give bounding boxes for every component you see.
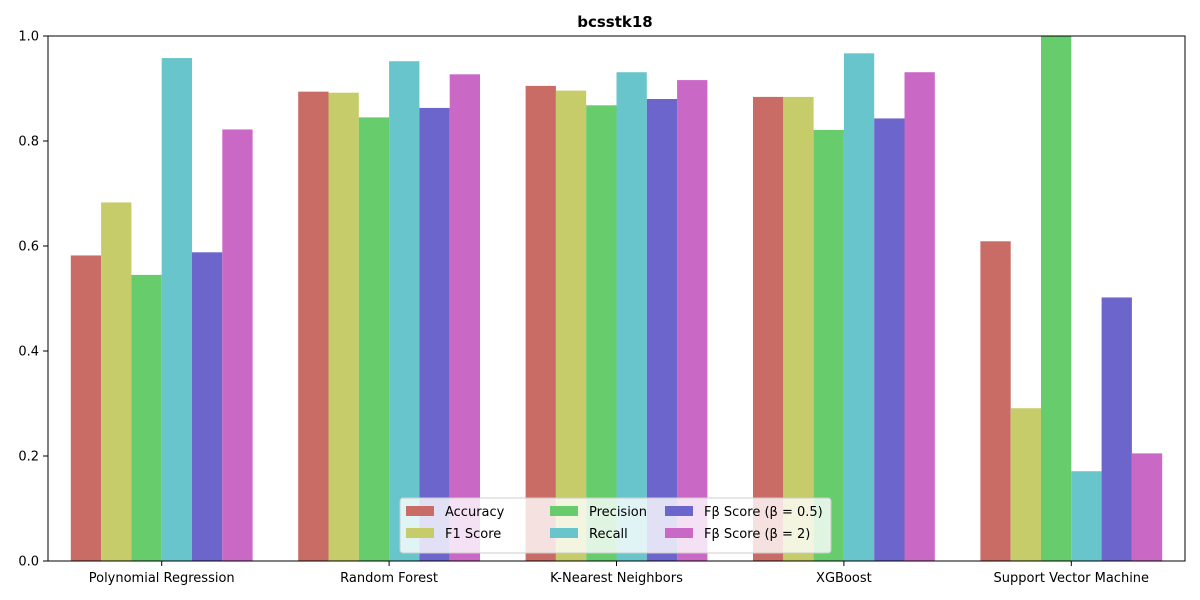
legend: Accuracy F1 Score Precision Recall Fβ Score … bbox=[399, 497, 832, 554]
bar-random-forest-1 bbox=[328, 92, 359, 561]
bar-random-forest-2 bbox=[358, 117, 390, 562]
chart-title: bcsstk18 bbox=[577, 13, 653, 31]
y-tick-label: 0.8 bbox=[18, 135, 39, 150]
bar-k-nearest-neighbors-5 bbox=[677, 80, 708, 561]
bar-support-vector-machine-1 bbox=[1010, 408, 1041, 561]
bar-xgboost-4 bbox=[874, 118, 905, 562]
bar-k-nearest-neighbors-0 bbox=[525, 85, 556, 562]
bar-random-forest-0 bbox=[298, 91, 329, 562]
x-tick-label: Polynomial Regression bbox=[89, 571, 235, 586]
bar-random-forest-5 bbox=[449, 74, 480, 561]
y-tick-label: 0.0 bbox=[18, 555, 39, 570]
legend-swatch bbox=[406, 528, 434, 538]
legend-label: Fβ Score (β = 0.5) bbox=[704, 505, 823, 520]
bar-support-vector-machine-0 bbox=[980, 241, 1011, 561]
y-tick-label: 0.6 bbox=[18, 240, 39, 255]
y-axis: 0.0 0.2 0.4 0.6 0.8 1.0 bbox=[18, 30, 48, 570]
y-tick-label: 1.0 bbox=[18, 30, 39, 45]
legend-box bbox=[399, 497, 832, 554]
bar-xgboost-3 bbox=[843, 53, 875, 561]
bar-xgboost-1 bbox=[783, 96, 814, 562]
legend-swatch bbox=[665, 506, 693, 516]
bar-support-vector-machine-4 bbox=[1101, 297, 1132, 561]
y-tick-label: 0.4 bbox=[18, 345, 39, 360]
bar-random-forest-3 bbox=[389, 61, 420, 561]
legend-label: F1 Score bbox=[445, 527, 501, 542]
bar-support-vector-machine-3 bbox=[1071, 471, 1102, 561]
bar-polynomial-regression-0 bbox=[70, 255, 102, 561]
bar-support-vector-machine-2 bbox=[1041, 36, 1072, 561]
bar-polynomial-regression-5 bbox=[222, 129, 253, 561]
legend-label: Precision bbox=[589, 505, 647, 520]
bar-xgboost-0 bbox=[753, 96, 784, 562]
bar-xgboost-2 bbox=[813, 129, 844, 562]
y-tick-label: 0.2 bbox=[18, 450, 39, 465]
x-tick-label: Support Vector Machine bbox=[994, 571, 1150, 586]
bar-k-nearest-neighbors-4 bbox=[646, 99, 678, 561]
bars-group bbox=[70, 36, 1163, 562]
bar-k-nearest-neighbors-2 bbox=[586, 105, 617, 562]
bar-xgboost-5 bbox=[904, 72, 935, 561]
bar-support-vector-machine-5 bbox=[1131, 453, 1163, 562]
bar-random-forest-4 bbox=[419, 107, 450, 562]
bar-k-nearest-neighbors-3 bbox=[616, 72, 647, 561]
bar-polynomial-regression-1 bbox=[101, 202, 132, 562]
legend-swatch bbox=[406, 506, 434, 516]
x-tick-label: K-Nearest Neighbors bbox=[550, 571, 683, 586]
legend-swatch bbox=[550, 528, 578, 538]
bar-polynomial-regression-3 bbox=[161, 58, 192, 562]
plot-frame bbox=[47, 35, 1186, 562]
legend-label: Recall bbox=[589, 527, 628, 542]
x-tick-label: XGBoost bbox=[816, 571, 872, 586]
legend-swatch bbox=[550, 506, 578, 516]
bar-polynomial-regression-2 bbox=[131, 274, 162, 562]
legend-label: Fβ Score (β = 2) bbox=[704, 527, 810, 542]
legend-swatch bbox=[665, 528, 693, 538]
x-axis: Polynomial Regression Random Forest K-Near… bbox=[89, 561, 1149, 586]
legend-label: Accuracy bbox=[445, 505, 505, 520]
bar-polynomial-regression-4 bbox=[192, 252, 223, 562]
x-tick-label: Random Forest bbox=[340, 571, 438, 586]
bar-k-nearest-neighbors-1 bbox=[555, 90, 587, 561]
